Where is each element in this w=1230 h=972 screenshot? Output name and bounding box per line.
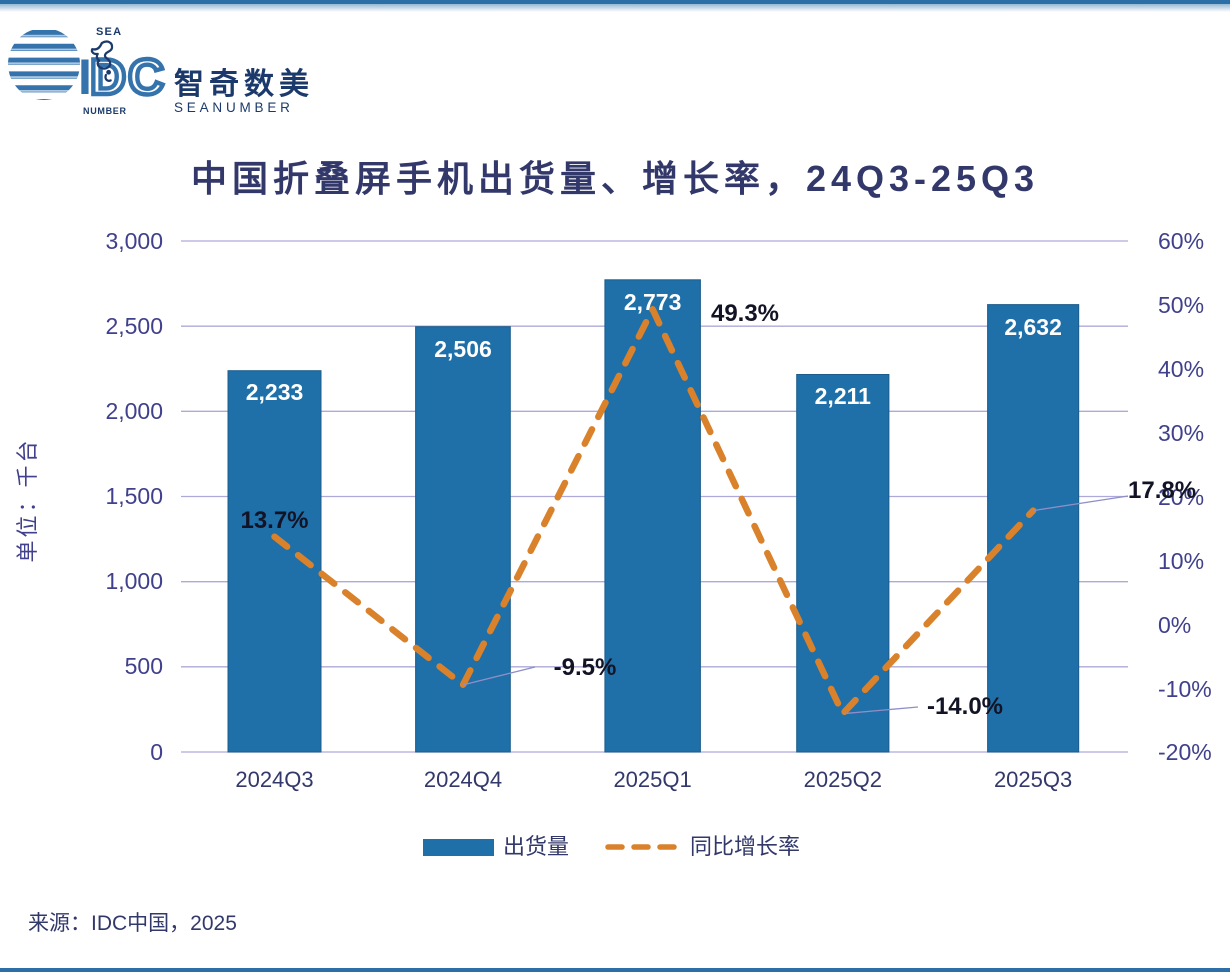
svg-text:3,000: 3,000 xyxy=(105,228,163,254)
svg-text:2,211: 2,211 xyxy=(815,383,871,409)
svg-text:2,632: 2,632 xyxy=(1004,314,1062,340)
svg-text:2,000: 2,000 xyxy=(105,398,163,424)
svg-text:0: 0 xyxy=(150,739,163,765)
svg-text:30%: 30% xyxy=(1158,420,1204,446)
svg-text:2,506: 2,506 xyxy=(434,336,492,362)
svg-text:40%: 40% xyxy=(1158,356,1204,382)
svg-text:2025Q3: 2025Q3 xyxy=(994,767,1072,792)
svg-text:50%: 50% xyxy=(1158,292,1204,318)
svg-text:10%: 10% xyxy=(1158,548,1204,574)
svg-text:49.3%: 49.3% xyxy=(711,300,779,327)
svg-text:出货量: 出货量 xyxy=(503,834,569,859)
svg-text:2024Q4: 2024Q4 xyxy=(424,767,502,792)
svg-text:0%: 0% xyxy=(1158,612,1191,638)
svg-text:60%: 60% xyxy=(1158,228,1204,254)
svg-text:2,233: 2,233 xyxy=(246,379,304,405)
svg-text:-10%: -10% xyxy=(1158,676,1212,702)
svg-text:-20%: -20% xyxy=(1158,739,1212,765)
svg-text:1,500: 1,500 xyxy=(105,483,163,509)
svg-text:17.8%: 17.8% xyxy=(1128,477,1196,504)
svg-text:单位：千台: 单位：千台 xyxy=(15,437,40,562)
svg-text:-9.5%: -9.5% xyxy=(554,654,617,681)
svg-text:同比增长率: 同比增长率 xyxy=(690,834,800,859)
svg-text:来源：IDC中国，2025: 来源：IDC中国，2025 xyxy=(28,912,237,935)
svg-text:-14.0%: -14.0% xyxy=(927,693,1003,720)
svg-text:13.7%: 13.7% xyxy=(240,507,308,534)
svg-text:2025Q1: 2025Q1 xyxy=(613,767,691,792)
svg-text:2025Q2: 2025Q2 xyxy=(804,767,882,792)
svg-text:2024Q3: 2024Q3 xyxy=(235,767,313,792)
svg-text:1,000: 1,000 xyxy=(105,568,163,594)
svg-text:2,500: 2,500 xyxy=(105,313,163,339)
svg-text:500: 500 xyxy=(125,653,163,679)
